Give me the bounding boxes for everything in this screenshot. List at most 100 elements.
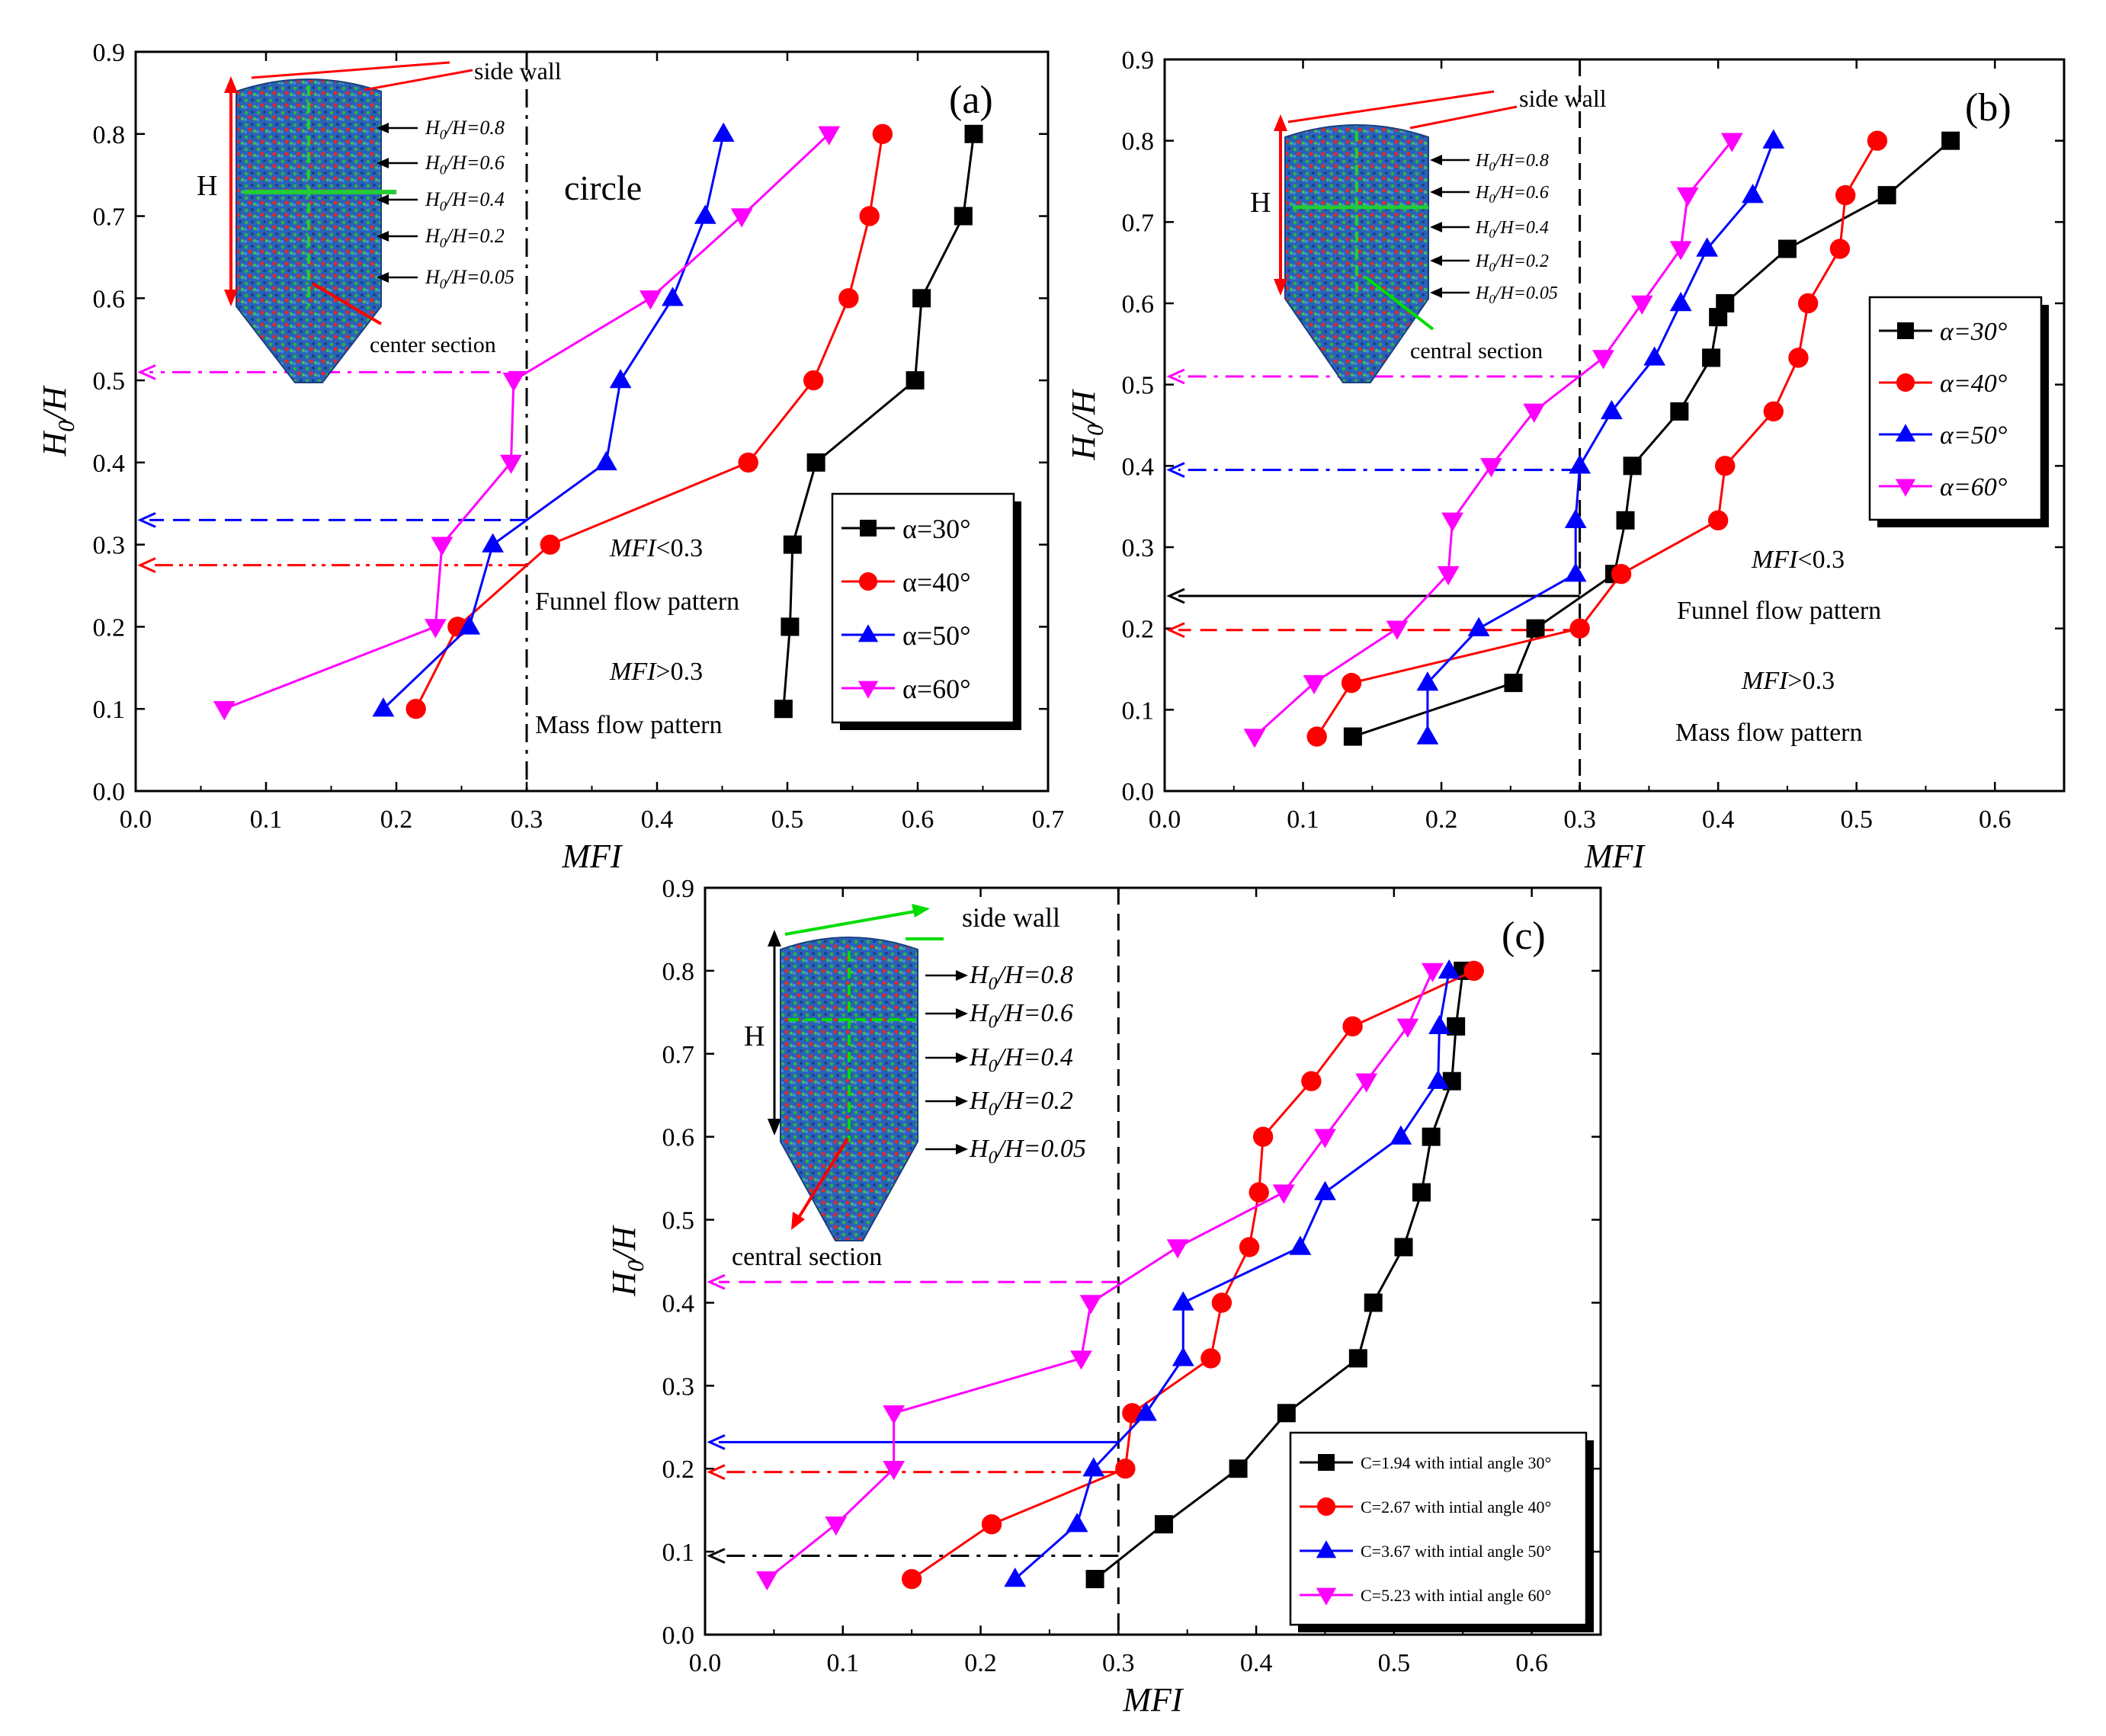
data-point [806,453,825,472]
chart-panel-b: 0.0 0.1 0.2 0.3 0.4 0.5 0.6 0.0 0.1 0.2 0.3 0.4 0.5 0… [1065,46,2066,875]
level-label: H0/H=0.05 [425,266,514,292]
x-tick-label: 0.1 [827,1649,860,1677]
series-line [766,970,1434,1581]
level-arrowhead [377,272,389,283]
legend-label: C=1.94 with intial angle 30° [1361,1453,1551,1472]
panel-label: (c) [1502,914,1546,958]
legend-label: C=3.67 with intial angle 50° [1361,1542,1551,1561]
level-arrowhead [956,1144,968,1155]
data-point [1676,187,1699,207]
x-tick-label: 0.4 [641,806,674,834]
height-indicator-arrow [1166,368,1185,385]
legend-label: α=40° [902,567,971,597]
data-point [1343,727,1362,746]
inset-height-label: H [744,1020,765,1052]
data-point [1835,184,1856,206]
plot-frame [1163,58,2066,793]
y-tick-label: 0.2 [1122,616,1155,644]
y-tick-label: 0.6 [1122,290,1155,319]
annotation-funnel-flow: Funnel flow pattern [535,588,739,616]
data-point [502,372,525,392]
x-axis-label: MFI [1122,1681,1184,1718]
y-tick-label: 0.7 [1122,209,1155,237]
data-point [781,617,800,636]
level-arrowhead [1430,255,1442,266]
y-axis-label: H0/H [1065,389,1108,460]
height-indicator-arrow [707,1548,726,1564]
data-point [1797,293,1819,314]
height-indicator-arrow [137,511,156,528]
level-arrowhead [956,1052,968,1063]
data-point [1467,617,1490,636]
legend-marker [1896,373,1915,392]
data-point [1172,1291,1194,1311]
data-point [1716,294,1735,312]
data-point [1166,1239,1189,1259]
legend-marker [1316,1497,1336,1517]
data-point [783,535,802,554]
data-point [1600,399,1623,420]
x-tick-label: 0.4 [1240,1649,1273,1677]
data-point [1070,1350,1092,1370]
level-label: H0/H=0.8 [969,961,1073,995]
data-point [1564,508,1587,528]
data-point [540,534,560,555]
side-wall-pointer [364,69,473,91]
data-point [1438,959,1460,979]
annotation-mass-threshold: MFI>0.3 [609,658,703,686]
level-arrowhead [377,231,389,242]
data-point [1394,1238,1413,1257]
data-point [1416,671,1439,691]
legend-marker [1316,1540,1337,1558]
data-point [1777,239,1797,258]
data-point [1306,726,1327,747]
data-point [372,697,395,717]
side-wall-arrowhead [912,904,930,918]
inset-height-label: H [1250,187,1271,219]
level-arrowhead [1430,222,1442,232]
legend-marker [860,520,877,536]
data-point [1342,1016,1363,1037]
data-point [838,288,859,309]
data-point [738,452,758,473]
y-tick-label: 0.6 [93,285,126,313]
data-point [1422,962,1444,982]
data-point [1592,350,1614,370]
data-point [1720,133,1743,152]
data-point [1079,1295,1102,1315]
data-point [1412,1183,1431,1202]
series-line [382,133,725,710]
x-tick-label: 0.5 [1840,806,1873,834]
data-point [730,208,753,228]
y-tick-label: 0.3 [662,1372,695,1401]
y-tick-label: 0.1 [662,1539,695,1567]
x-tick-label: 0.0 [120,806,152,834]
level-arrowhead [1430,287,1442,298]
x-tick-label: 0.2 [964,1649,997,1677]
data-point [1243,729,1266,748]
legend-label: α=30° [1940,318,2008,346]
y-axis-label: H0/H [36,385,79,456]
y-tick-label: 0.5 [93,367,126,396]
data-point [825,1516,848,1536]
annotation-mass-flow: Mass flow pattern [535,711,723,739]
x-tick-label: 0.5 [1378,1649,1411,1677]
height-indicator-arrow [137,364,156,380]
y-tick-label: 0.4 [93,450,126,478]
level-label: H0/H=0.4 [969,1043,1073,1077]
data-point [1396,1018,1419,1038]
level-label: H0/H=0.4 [1475,218,1549,241]
data-point [872,123,893,144]
x-tick-label: 0.6 [902,806,934,834]
x-tick-label: 0.6 [1979,806,2011,834]
data-point [482,533,504,553]
data-point [1082,1457,1105,1477]
data-point [405,699,426,719]
center-section-label: center section [370,332,496,357]
legend-box [1289,1431,1588,1626]
x-tick-label: 0.0 [1149,806,1181,834]
chart-panel-c: 0.0 0.1 0.2 0.3 0.4 0.5 0.6 0.0 0.1 0.2 0.3 0.4 0.5 0… [605,875,1602,1718]
level-arrowhead [377,158,389,168]
height-indicator-arrow [707,1273,726,1290]
level-arrowhead [956,1096,968,1107]
